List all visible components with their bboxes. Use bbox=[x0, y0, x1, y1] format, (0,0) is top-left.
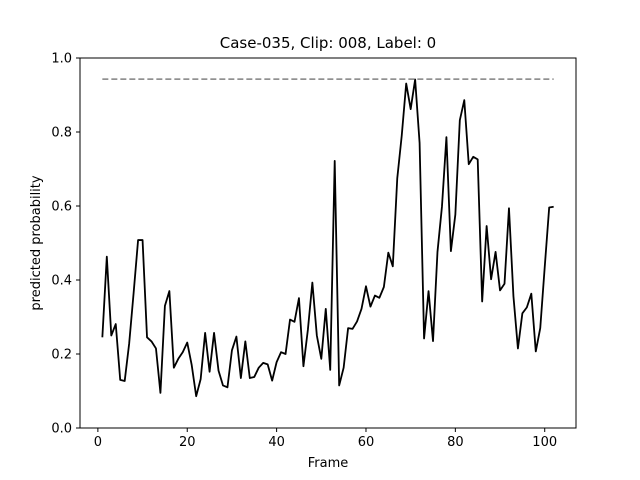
plot-area bbox=[101, 78, 554, 398]
axes-frame bbox=[79, 57, 577, 429]
y-axis-label: predicted probability bbox=[29, 175, 44, 310]
x-tick-label: 40 bbox=[268, 435, 285, 450]
y-tick-label: 0.6 bbox=[51, 200, 72, 215]
x-axis: 0 20 40 60 80 100 bbox=[94, 428, 557, 450]
x-tick-label: 80 bbox=[447, 435, 464, 450]
x-tick-label: 20 bbox=[179, 435, 196, 450]
y-tick-label: 0.2 bbox=[51, 348, 72, 363]
x-tick-label: 100 bbox=[532, 435, 557, 450]
y-tick-label: 0.0 bbox=[51, 422, 72, 437]
chart-title: Case-035, Clip: 008, Label: 0 bbox=[220, 34, 436, 52]
x-tick-label: 60 bbox=[358, 435, 375, 450]
y-tick-label: 0.8 bbox=[51, 126, 72, 141]
y-tick-label: 0.4 bbox=[51, 274, 72, 289]
x-tick-label: 0 bbox=[94, 435, 102, 450]
y-axis: 0.0 0.2 0.4 0.6 0.8 1.0 bbox=[51, 52, 80, 437]
probability-line bbox=[101, 78, 554, 398]
x-axis-label: Frame bbox=[308, 456, 349, 471]
y-tick-label: 1.0 bbox=[51, 52, 72, 67]
